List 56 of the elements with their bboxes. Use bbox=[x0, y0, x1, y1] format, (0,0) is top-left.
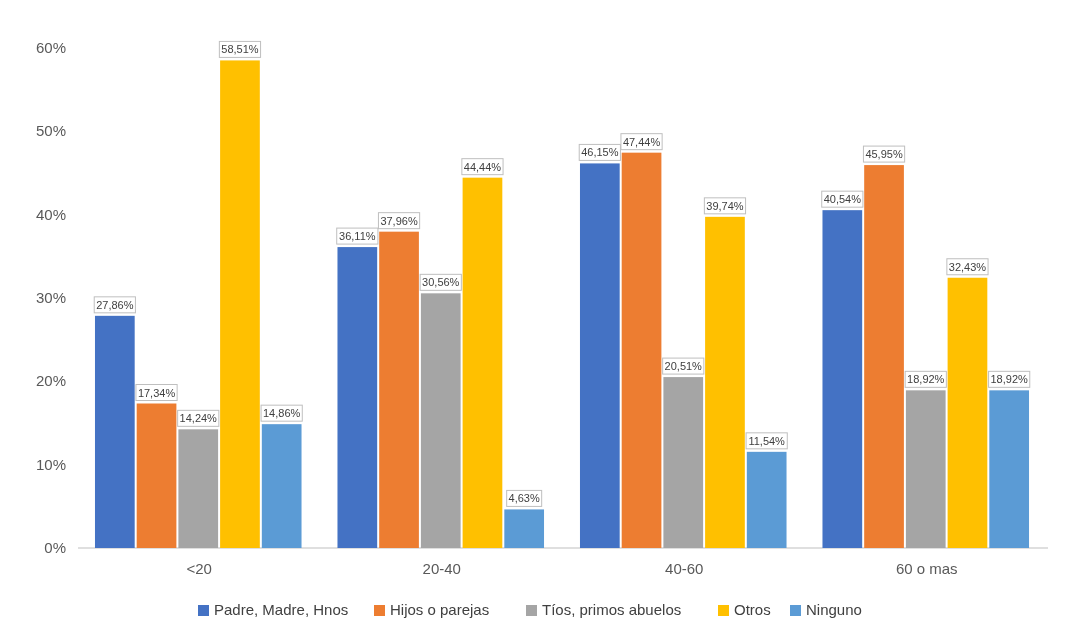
bar bbox=[504, 509, 545, 548]
bar bbox=[337, 247, 378, 548]
bar bbox=[621, 152, 662, 548]
bar bbox=[822, 210, 863, 548]
bar bbox=[663, 377, 704, 548]
legend-label: Ninguno bbox=[806, 601, 862, 618]
y-tick-label: 0% bbox=[44, 539, 66, 556]
data-label: 58,51% bbox=[221, 43, 259, 56]
bar bbox=[379, 231, 419, 548]
bar bbox=[462, 177, 503, 548]
bar bbox=[746, 451, 787, 548]
legend-label: Padre, Madre, Hnos bbox=[214, 601, 349, 618]
y-tick-label: 20% bbox=[35, 372, 66, 390]
bar bbox=[220, 60, 260, 548]
data-label: 36,11% bbox=[339, 230, 376, 243]
data-label: 27,86% bbox=[96, 298, 134, 311]
bar bbox=[579, 163, 620, 548]
x-tick-label: 20-40 bbox=[422, 560, 461, 577]
bar bbox=[136, 403, 177, 548]
x-tick-label: 60 o mas bbox=[895, 560, 958, 577]
data-label: 14,86% bbox=[263, 407, 301, 420]
data-label: 45,95% bbox=[865, 148, 903, 161]
x-tick-label: <20 bbox=[186, 560, 212, 577]
data-label: 18,92% bbox=[990, 373, 1029, 386]
y-tick-label: 50% bbox=[35, 122, 66, 140]
data-label: 14,24% bbox=[179, 412, 218, 425]
bar bbox=[864, 165, 904, 548]
data-label: 44,44% bbox=[463, 160, 502, 173]
data-label: 17,34% bbox=[137, 386, 176, 399]
bar bbox=[261, 424, 302, 548]
bar bbox=[989, 390, 1030, 548]
legend-label: Otros bbox=[734, 601, 771, 618]
y-tick-label: 60% bbox=[35, 39, 66, 56]
data-label: 37,96% bbox=[380, 214, 418, 227]
bar bbox=[705, 216, 745, 548]
bar bbox=[905, 390, 946, 548]
y-tick-label: 30% bbox=[35, 289, 66, 306]
data-label: 20,51% bbox=[664, 360, 703, 373]
bar bbox=[94, 315, 135, 548]
bar bbox=[420, 293, 461, 548]
x-tick-label: 40-60 bbox=[665, 560, 704, 577]
bar bbox=[947, 277, 988, 548]
legend-label: Tíos, primos abuelos bbox=[542, 601, 682, 618]
bar bbox=[178, 429, 219, 548]
data-label: 46,15% bbox=[581, 146, 619, 159]
y-tick-label: 10% bbox=[35, 455, 66, 473]
data-label: 30,56% bbox=[422, 276, 460, 289]
data-label: 4,63% bbox=[508, 492, 540, 505]
data-label: 32,43% bbox=[948, 260, 987, 273]
data-label: 47,44% bbox=[622, 135, 661, 148]
y-tick-label: 40% bbox=[35, 205, 66, 223]
data-label: 39,74% bbox=[706, 199, 744, 212]
data-label: 11,54% bbox=[748, 434, 786, 447]
data-label: 40,54% bbox=[823, 193, 862, 206]
legend-label: Hijos o parejas bbox=[390, 601, 490, 618]
data-label: 18,92% bbox=[907, 373, 945, 386]
